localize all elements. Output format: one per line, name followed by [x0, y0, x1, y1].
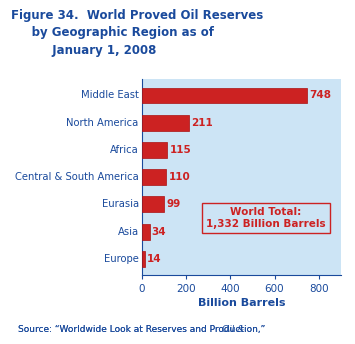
Text: Central & South America: Central & South America — [15, 172, 139, 182]
Bar — [142, 196, 164, 212]
Text: Eurasia: Eurasia — [102, 200, 139, 209]
Bar — [142, 142, 168, 158]
Text: 99: 99 — [166, 200, 180, 209]
Text: 110: 110 — [169, 172, 190, 182]
X-axis label: Billion Barrels: Billion Barrels — [198, 298, 285, 308]
Text: Figure 34.  World Proved Oil Reserves
     by Geographic Region as of
          : Figure 34. World Proved Oil Reserves by … — [11, 9, 263, 57]
Text: North America: North America — [66, 118, 139, 128]
Bar — [142, 251, 145, 267]
Text: Oil &: Oil & — [222, 325, 244, 334]
Text: Source: “Worldwide Look at Reserves and Production,”: Source: “Worldwide Look at Reserves and … — [18, 325, 268, 334]
Text: 34: 34 — [152, 227, 166, 237]
Text: 115: 115 — [170, 145, 191, 155]
Bar — [142, 224, 149, 239]
Text: Africa: Africa — [110, 145, 139, 155]
Text: Asia: Asia — [118, 227, 139, 237]
Text: Europe: Europe — [104, 254, 139, 264]
Text: 14: 14 — [147, 254, 162, 264]
Text: Source: “Worldwide Look at Reserves and Production,”: Source: “Worldwide Look at Reserves and … — [18, 325, 268, 334]
Bar — [142, 88, 307, 103]
Text: World Total:
1,332 Billion Barrels: World Total: 1,332 Billion Barrels — [206, 207, 326, 229]
Text: Middle East: Middle East — [81, 90, 139, 100]
Text: Source: “Worldwide Look at Reserves and Production,” Oil &
Gas Journal, Vol. 105: Source: “Worldwide Look at Reserves and … — [18, 325, 297, 344]
Text: 748: 748 — [310, 90, 332, 100]
Bar — [142, 169, 166, 185]
Bar — [142, 115, 189, 131]
Text: Source: “Worldwide Look at Reserves and Production,”: Source: “Worldwide Look at Reserves and … — [18, 325, 268, 334]
Text: 211: 211 — [191, 118, 213, 128]
